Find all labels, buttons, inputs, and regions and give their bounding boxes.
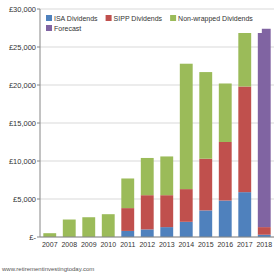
legend-label: ISA Dividends <box>54 15 98 22</box>
bar <box>43 233 56 237</box>
bar <box>219 201 232 237</box>
bar <box>180 222 193 237</box>
legend-bg <box>43 11 262 33</box>
bar <box>121 208 134 231</box>
tick-label: 2014 <box>178 241 194 248</box>
bar <box>199 72 212 159</box>
bar <box>141 229 154 237</box>
y-axis <box>40 9 41 237</box>
legend-label: Forecast <box>54 25 81 32</box>
grid-line <box>40 9 274 10</box>
bar <box>121 231 134 237</box>
bar <box>63 220 76 237</box>
tick-label: £15,000 <box>9 119 36 128</box>
tick-label: 2018 <box>256 241 272 248</box>
bar <box>102 214 115 237</box>
legend-swatch <box>170 15 176 21</box>
tick-label: £25,000 <box>9 43 36 52</box>
bar <box>199 159 212 211</box>
bar <box>258 29 271 227</box>
bar <box>82 217 95 218</box>
bar <box>82 217 95 237</box>
legend-item: ISA Dividends <box>46 15 98 22</box>
bar <box>160 156 173 195</box>
tick-label: 2016 <box>217 241 233 248</box>
grid-line <box>40 237 274 238</box>
x-axis <box>40 237 274 238</box>
bar <box>141 158 154 195</box>
bar <box>199 210 212 237</box>
bar <box>180 63 193 64</box>
bar <box>180 64 193 189</box>
legend: ISA Dividends SIPP Dividends Non-wrapped D… <box>43 11 262 33</box>
legend-swatch <box>46 25 52 31</box>
legend-swatch <box>46 15 52 21</box>
legend-item: Forecast <box>46 25 81 32</box>
bar <box>258 227 271 235</box>
tick-label: 2008 <box>61 241 77 248</box>
tick-label: £20,000 <box>9 81 36 90</box>
bar <box>219 83 232 142</box>
bar <box>238 192 251 237</box>
legend-label: SIPP Dividends <box>114 15 163 22</box>
tick-label: £10,000 <box>9 157 36 166</box>
tick-label: 2010 <box>100 241 116 248</box>
bar <box>160 195 173 227</box>
bar <box>238 87 251 193</box>
legend-item: SIPP Dividends <box>106 15 163 22</box>
tick-label: £30,000 <box>9 5 36 14</box>
bar <box>121 178 134 208</box>
bar <box>160 156 173 157</box>
bar <box>141 157 154 158</box>
tick-label: 2007 <box>42 241 58 248</box>
bar <box>43 233 56 234</box>
bar <box>160 227 173 237</box>
chart: £- £5,000 £10,000 £15,000 £20,000 £25,000 £30,… <box>0 0 280 274</box>
legend-label: Non-wrapped Dividends <box>178 15 253 23</box>
legend-item: Non-wrapped Dividends <box>170 15 253 23</box>
legend-swatch <box>106 15 112 21</box>
tick-label: 2012 <box>139 241 155 248</box>
bar <box>180 189 193 222</box>
bars <box>43 29 270 237</box>
tick-label: 2009 <box>81 241 97 248</box>
tick-label: 2013 <box>159 241 175 248</box>
bar <box>121 178 134 179</box>
tick-label: 2015 <box>198 241 214 248</box>
tick-label: 2017 <box>237 241 253 248</box>
bar <box>219 83 232 84</box>
bar <box>238 29 251 87</box>
bar <box>102 214 115 215</box>
bar <box>141 195 154 229</box>
bar <box>199 72 212 73</box>
tick-label: 2011 <box>120 241 135 248</box>
bar <box>219 142 232 201</box>
footer: www.retirementinvestingtoday.com <box>1 266 94 272</box>
bar <box>63 219 76 220</box>
tick-label: £5,000 <box>13 195 36 204</box>
tick-label: £- <box>29 233 36 242</box>
